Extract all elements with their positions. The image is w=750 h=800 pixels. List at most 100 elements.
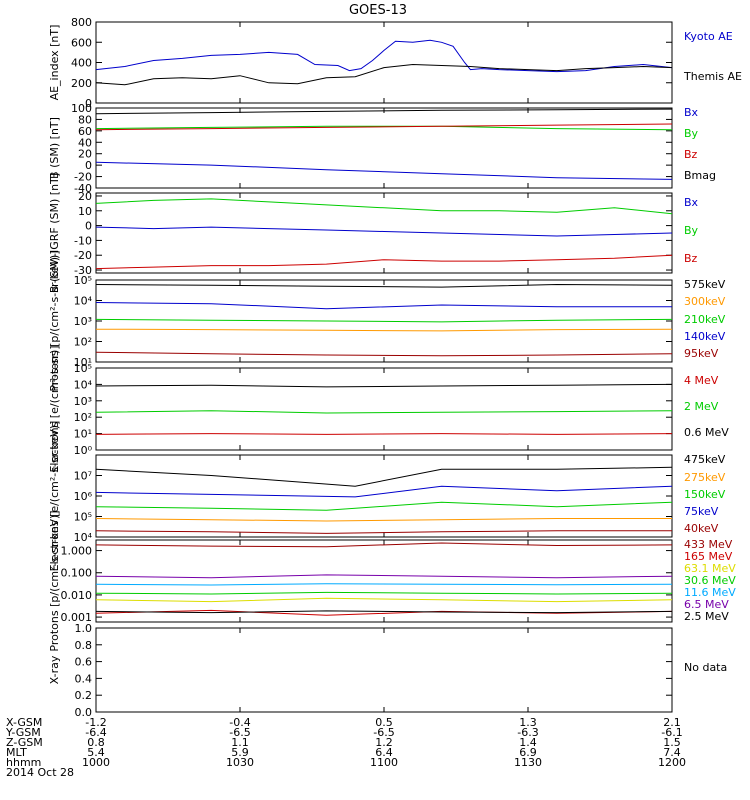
series-line-2.5-mev [95,610,673,614]
ephemeris-value: -6.4 [85,726,106,739]
series-line-6.5-mev [95,574,673,579]
y-tick-label: 1.0 [75,622,93,635]
y-tick-label: 10⁰ [74,444,93,457]
series-line-433-mev [95,542,673,548]
no-data-label: No data [684,661,727,674]
legend-entry: 2.5 MeV [684,610,729,623]
ephemeris-row-label: hhmm [6,756,41,769]
y-axis-label: B (SM)-IGRF (SM) [nT] [48,173,61,293]
ephemeris-value: 1200 [658,756,686,769]
y-tick-label: 10 [78,205,92,218]
legend-entry: 140keV [684,330,726,343]
legend-entry: 300keV [684,295,726,308]
panel-6: 10⁴ 10⁵ 10⁶ 10⁷ Electrons [e/(cm²-s-sr-keV)]… [48,421,726,572]
y-tick-label: 10⁵ [74,362,92,375]
y-tick-label: 0.8 [75,639,93,652]
ephemeris-value: 6.4 [375,746,393,759]
y-tick-label: 80 [78,113,92,126]
legend-entry: 11.6 MeV [684,586,736,599]
ephemeris-value: -0.4 [229,716,250,729]
legend-entry: 4 MeV [684,374,719,387]
ephemeris-value: 1100 [370,756,398,769]
series-line-bz [95,254,673,270]
y-axis-label: AE_index [nT] [48,25,61,101]
ephemeris-date: 2014 Oct 28 [6,766,74,779]
legend-entry: Bz [684,252,698,265]
legend-entry: 150keV [684,488,726,501]
panel-3: -30 -20 -100 10 20 B (SM)-IGRF (SM) [nT] Bx By B… [48,173,699,293]
y-tick-label: 0.6 [75,656,93,669]
legend-entry: Bx [684,196,699,209]
ephemeris-row-label: Z-GSM [6,736,43,749]
legend-entry: 2 MeV [684,400,719,413]
ephemeris-value: 1.5 [663,736,681,749]
y-tick-label: 800 [71,16,92,29]
plot-title: GOES-13 [349,3,407,18]
y-tick-label: -40 [74,182,92,195]
y-tick-label: 10⁴ [74,378,93,391]
series-line-30.6-mev [95,591,673,595]
y-tick-label: 0 [85,159,92,172]
ephemeris-row-label: MLT [6,746,27,759]
legend-entry: 210keV [684,313,726,326]
y-tick-label: 0.4 [75,672,93,685]
y-axis-label: Protons [p/(cm²-s-sr-keV)] [48,250,61,391]
y-tick-label: 10² [74,411,92,424]
panel-frame [95,539,673,623]
y-tick-label: 10³ [74,395,92,408]
legend-entry: By [684,224,699,237]
ephemeris-value: -6.1 [661,726,682,739]
ephemeris-row-label: X-GSM [6,716,42,729]
series-line-210kev [95,318,673,323]
ephemeris-value: 1130 [514,756,542,769]
y-tick-label: 10⁵ [74,511,92,524]
y-tick-label: -10 [74,234,92,247]
legend-entry: Kyoto AE [684,30,733,43]
ephemeris-value: 0.5 [375,716,393,729]
series-line-575kev [95,283,673,288]
y-tick-label: 0.0 [75,706,93,719]
ephemeris-table: X-GSM -1.2 -0.4 0.5 1.3 2.1 Y-GSM -6.4 -6.5 -6.5 -… [5,716,686,779]
y-tick-label: 20 [78,190,92,203]
series-line-bz [95,123,673,131]
panel-1: 0 200 400 600 800 AE_index [nT] Kyoto AE Themis… [48,16,742,110]
y-tick-label: 10⁴ [74,295,93,308]
y-tick-label: 200 [71,77,92,90]
legend-entry: 40keV [684,522,719,535]
legend-entry: 75keV [684,505,719,518]
ephemeris-value: -6.5 [373,726,394,739]
legend-entry: Bmag [684,169,716,182]
legend-entry: 575keV [684,278,726,291]
ephemeris-row-label: Y-GSM [5,726,41,739]
series-line-2-mev [95,410,673,414]
ephemeris-value: -6.3 [517,726,538,739]
panel-frame [95,21,673,104]
panel-4: 10¹ 10² 10³ 10⁴ 10⁵ Protons [p/(cm²-s-sr-keV)… [48,250,726,391]
series-line-140kev [95,302,672,310]
y-axis-label: Electrons [e/(cm²-s-sr)] [48,345,61,472]
series-line-475kev [95,466,673,487]
y-tick-label: 600 [71,36,92,49]
series-line-300kev [95,328,673,332]
series-line-by [95,198,673,215]
y-axis-label: B (SM) [nT] [48,117,61,179]
legend-entry: Bz [684,148,698,161]
legend-entry: 275keV [684,471,726,484]
panel-frame [95,627,673,713]
y-tick-label: 60 [78,125,92,138]
series-line-0.6-mev [95,383,673,388]
ephemeris-value: 1.3 [519,716,537,729]
series-line-11.6-mev [95,583,673,586]
series-line-150kev [95,501,673,511]
y-tick-label: 0.100 [61,567,93,580]
legend-entry: 433 MeV [684,538,733,551]
y-tick-label: 0.010 [61,589,93,602]
y-tick-label: 10³ [74,315,92,328]
series-line-bmag [95,108,673,115]
legend-entry: Themis AE [683,70,742,83]
legend-entry: Bx [684,106,699,119]
ephemeris-value: 2.1 [663,716,681,729]
